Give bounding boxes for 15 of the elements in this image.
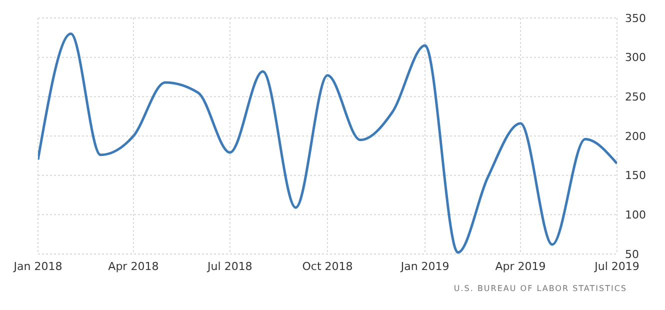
text: U.S. BUREAU OF LABOR STATISTICS xyxy=(452,284,628,293)
x-tick-label: Jul 2019 xyxy=(594,260,640,273)
x-tick-label: Jan 2018 xyxy=(12,260,62,273)
x-tick-label: Apr 2018 xyxy=(108,260,159,273)
x-tick-label: Oct 2018 xyxy=(302,260,353,273)
y-tick-label: 250 xyxy=(625,90,646,104)
y-tick-label: 150 xyxy=(625,169,646,182)
y-tick-label: 350 xyxy=(625,12,646,25)
y-tick-label: 100 xyxy=(625,208,646,222)
x-tick-label: Apr 2019 xyxy=(495,260,546,273)
y-tick-label: 300 xyxy=(625,51,646,64)
x-tick-label: Jul 2018 xyxy=(206,260,252,273)
y-tick-label: 200 xyxy=(625,130,646,143)
y-tick-label: 50 xyxy=(625,248,639,261)
x-tick-label: Jan 2019 xyxy=(400,260,450,273)
